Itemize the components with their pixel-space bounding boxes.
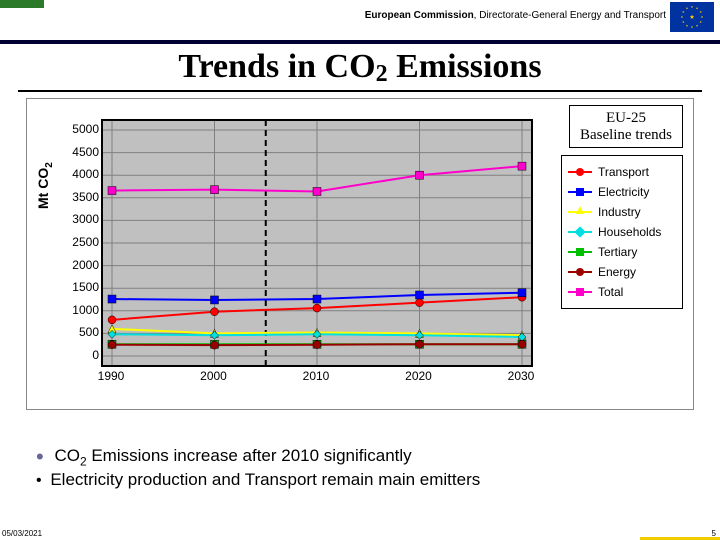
legend-label: Energy bbox=[598, 265, 636, 279]
eu-flag-icon bbox=[670, 2, 714, 32]
x-tick: 1990 bbox=[91, 369, 131, 383]
legend-label: Electricity bbox=[598, 185, 649, 199]
y-tick: 0 bbox=[63, 348, 99, 362]
y-tick: 4500 bbox=[63, 145, 99, 159]
footer-date: 05/03/2021 bbox=[2, 529, 42, 538]
bullet-1: • CO2 Emissions increase after 2010 sign… bbox=[36, 446, 684, 468]
title-sub: 2 bbox=[376, 61, 388, 87]
y-tick: 500 bbox=[63, 325, 99, 339]
y-tick: 3500 bbox=[63, 190, 99, 204]
y-tick: 1000 bbox=[63, 303, 99, 317]
y-axis-label: Mt CO2 bbox=[35, 162, 55, 209]
callout-line2: Baseline trends bbox=[580, 127, 672, 144]
x-tick: 2000 bbox=[194, 369, 234, 383]
legend-label: Transport bbox=[598, 165, 649, 179]
bullet-2: • Electricity production and Transport r… bbox=[36, 470, 684, 490]
x-tick: 2010 bbox=[296, 369, 336, 383]
x-tick: 2030 bbox=[501, 369, 541, 383]
legend-label: Total bbox=[598, 285, 623, 299]
legend-item: Energy bbox=[568, 262, 676, 282]
bullet-list: • CO2 Emissions increase after 2010 sign… bbox=[36, 444, 684, 492]
legend: Transport Electricity Industry Households Te… bbox=[561, 155, 683, 309]
slide: European Commission, Directorate-General… bbox=[0, 0, 720, 540]
legend-item: Households bbox=[568, 222, 676, 242]
y-tick: 2500 bbox=[63, 235, 99, 249]
legend-item: Transport bbox=[568, 162, 676, 182]
y-tick: 2000 bbox=[63, 258, 99, 272]
title-post: Emissions bbox=[388, 48, 542, 85]
legend-item: Electricity bbox=[568, 182, 676, 202]
y-tick: 1500 bbox=[63, 280, 99, 294]
green-strip bbox=[0, 0, 44, 8]
y-tick: 3000 bbox=[63, 212, 99, 226]
header-text: European Commission, Directorate-General… bbox=[365, 10, 666, 21]
chart-container: EU-25 Baseline trends Transport Electrici… bbox=[26, 98, 694, 410]
callout-line1: EU-25 bbox=[580, 110, 672, 127]
title-rule bbox=[18, 90, 702, 92]
page-title: Trends in CO2 Emissions bbox=[178, 48, 541, 85]
org-dept: , Directorate-General Energy and Transpo… bbox=[474, 10, 666, 21]
legend-label: Tertiary bbox=[598, 245, 637, 259]
x-tick: 2020 bbox=[399, 369, 439, 383]
title-pre: Trends in CO bbox=[178, 48, 375, 85]
org-name: European Commission bbox=[365, 10, 474, 21]
legend-label: Industry bbox=[598, 205, 641, 219]
callout-box: EU-25 Baseline trends bbox=[569, 105, 683, 148]
legend-item: Tertiary bbox=[568, 242, 676, 262]
plot-area bbox=[101, 119, 533, 367]
y-tick: 4000 bbox=[63, 167, 99, 181]
legend-item: Total bbox=[568, 282, 676, 302]
title-block: Trends in CO2 Emissions bbox=[0, 48, 720, 86]
legend-label: Households bbox=[598, 225, 661, 239]
legend-item: Industry bbox=[568, 202, 676, 222]
y-tick: 5000 bbox=[63, 122, 99, 136]
bullet-dot-icon: • bbox=[36, 472, 42, 489]
bullet-dot-icon: • bbox=[36, 444, 44, 469]
header: European Commission, Directorate-General… bbox=[0, 0, 720, 44]
